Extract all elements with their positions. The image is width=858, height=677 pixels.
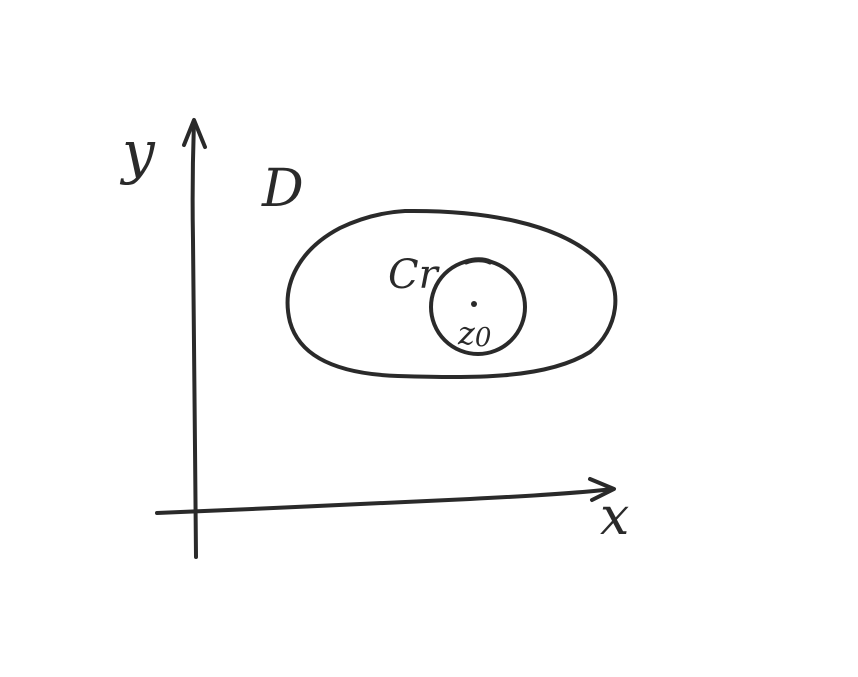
center-point-dot — [471, 301, 477, 307]
y-axis-label: y — [119, 118, 156, 186]
y-axis-line — [190, 120, 198, 559]
center-point-label: z0 — [457, 314, 491, 353]
x-axis-label: x — [600, 487, 629, 547]
circle-cr-overstroke — [463, 257, 493, 265]
center-point-symbol: z — [457, 314, 476, 352]
circle-cr-label: Cr — [388, 252, 441, 298]
region-d-boundary — [285, 208, 618, 380]
y-axis — [182, 118, 207, 559]
x-axis-line — [155, 487, 614, 515]
x-axis-arrowhead — [588, 477, 616, 502]
center-point-subscript: 0 — [475, 323, 492, 353]
y-axis-arrowhead — [182, 118, 207, 149]
region-d-label: D — [261, 159, 304, 219]
x-axis — [155, 477, 616, 515]
